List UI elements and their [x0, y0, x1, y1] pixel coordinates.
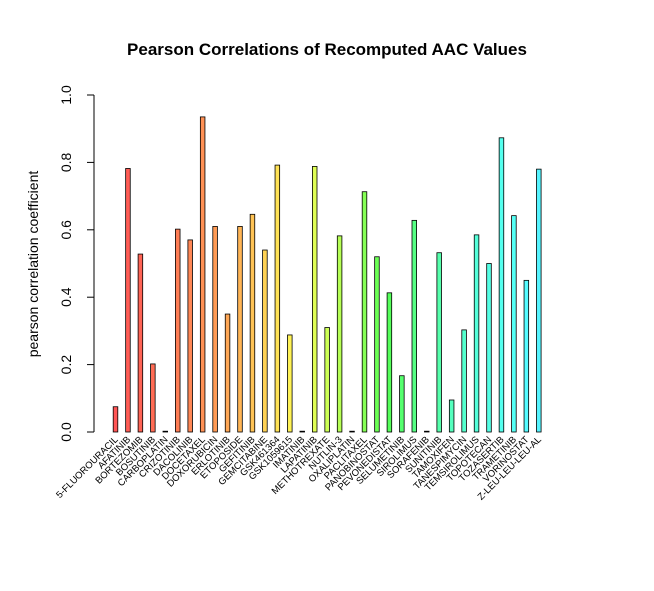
bar: [199, 116, 206, 433]
y-tick-label: 0.4: [58, 287, 74, 307]
y-tick-label: 0.6: [58, 220, 74, 240]
bar: [448, 399, 455, 433]
bar: [224, 313, 231, 433]
bar: [498, 137, 505, 433]
bar: [150, 363, 156, 433]
bar: [125, 168, 131, 433]
bar: [486, 263, 492, 433]
bar: [137, 253, 144, 433]
y-tick-label: 0.0: [58, 422, 74, 442]
bars-group: [112, 116, 542, 433]
bar: [311, 166, 318, 433]
bar: [386, 292, 393, 433]
bar: [112, 406, 119, 433]
bar: [436, 252, 442, 433]
bar: [511, 215, 517, 433]
y-axis: 0.0 0.2 0.4 0.6 0.8 1.0: [58, 85, 95, 442]
bar: [299, 430, 305, 433]
category-labels: 5-FLUOROURACILAFATINIBBORTEZOMIBBOSUTINI…: [54, 434, 544, 502]
bar: [212, 226, 218, 433]
bar: [349, 430, 355, 433]
y-tick-label: 0.2: [58, 355, 74, 375]
bar: [424, 430, 430, 433]
bar: [187, 239, 193, 433]
bar: [523, 279, 530, 433]
bar: [399, 375, 405, 433]
y-tick-label: 1.0: [58, 85, 74, 105]
bar: [262, 249, 268, 433]
bar: [287, 334, 293, 433]
bar: [461, 329, 467, 433]
bar: [336, 235, 343, 433]
bar: [324, 327, 330, 433]
bar: [274, 164, 281, 433]
y-axis-label: pearson correlation coefficient: [25, 171, 41, 358]
bar: [374, 256, 380, 433]
bar: [361, 191, 368, 433]
bar: [175, 228, 181, 433]
bar: [473, 234, 480, 433]
y-tick-label: 0.8: [58, 152, 74, 172]
bar: [237, 226, 243, 433]
chart-title: Pearson Correlations of Recomputed AAC V…: [127, 40, 527, 59]
bar: [536, 168, 542, 433]
bar: [162, 430, 168, 433]
bar: [249, 213, 256, 433]
bar: [411, 219, 417, 433]
